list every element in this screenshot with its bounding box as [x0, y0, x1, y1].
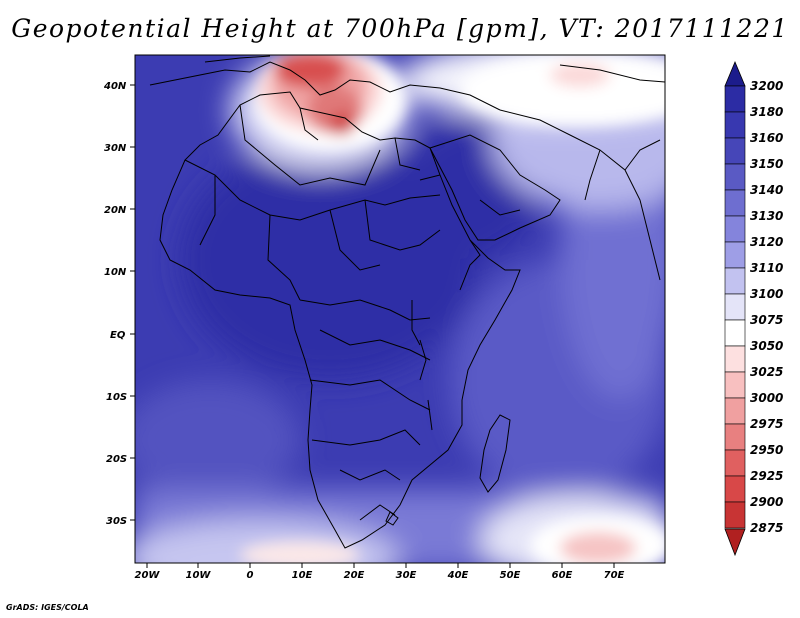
- lon-tick: 20E: [344, 563, 365, 581]
- lon-tick: 10W: [186, 563, 212, 581]
- colorbar-band: [724, 215, 746, 243]
- lon-label: 10W: [186, 570, 212, 581]
- colorbar-band: [724, 475, 746, 503]
- colorbar-level-label: 3160: [750, 131, 783, 145]
- lon-label: 20W: [135, 570, 161, 581]
- grads-credit: GrADS: IGES/COLA: [6, 603, 89, 612]
- colorbar-band: [724, 423, 746, 451]
- lat-label: 40N: [103, 81, 127, 92]
- lon-tick: 30E: [396, 563, 417, 581]
- colorbar-level-label: 3075: [750, 313, 783, 327]
- colorbar-level-label: 3050: [750, 339, 783, 353]
- lon-label: 70E: [604, 570, 625, 581]
- colorbar: 3200 3180 3160 3150 3140 3130 3120 3110 …: [724, 60, 783, 557]
- colorbar-band: [724, 345, 746, 373]
- lat-tick: 10S: [106, 392, 135, 403]
- lon-label: 40E: [447, 570, 469, 581]
- lat-label: 10N: [104, 267, 127, 278]
- lon-label: 50E: [500, 570, 521, 581]
- colorbar-level-label: 3025: [750, 365, 783, 379]
- coastlines: [149, 55, 665, 549]
- colorbar-band: [724, 137, 746, 165]
- colorbar-level-label: 3150: [750, 157, 783, 171]
- colorbar-band: [724, 501, 746, 529]
- colorbar-level-label: 3130: [750, 209, 783, 223]
- lon-tick: 70E: [604, 563, 625, 581]
- colorbar-level-label: 2975: [750, 417, 783, 431]
- map-frame: [134, 54, 666, 564]
- lon-tick: 60E: [552, 563, 573, 581]
- colorbar-level-label: 3180: [750, 105, 783, 119]
- longitude-axis: 20W 10W 0 10E 20E 30E 40E 50E 60E 70E: [135, 563, 625, 581]
- lon-label: 20E: [344, 570, 365, 581]
- colorbar-band: [724, 163, 746, 191]
- colorbar-level-label: 2950: [750, 443, 783, 457]
- colorbar-band: [724, 319, 746, 347]
- lon-tick: 40E: [447, 563, 469, 581]
- lon-label: 10E: [292, 570, 313, 581]
- colorbar-bottom-triangle: [724, 528, 746, 557]
- colorbar-band: [724, 189, 746, 217]
- lat-tick: 30S: [106, 516, 135, 527]
- lat-tick: 10N: [104, 267, 135, 278]
- lon-tick: 0: [247, 563, 254, 581]
- colorbar-band: [724, 85, 746, 113]
- lat-label: 20S: [106, 454, 127, 465]
- colorbar-band: [724, 111, 746, 139]
- colorbar-band: [724, 397, 746, 425]
- lat-label: 30S: [106, 516, 127, 527]
- colorbar-level-label: 2875: [750, 521, 783, 535]
- colorbar-level-label: 2900: [750, 495, 783, 509]
- lon-label: 0: [247, 570, 254, 581]
- colorbar-level-label: 3200: [750, 79, 783, 93]
- lat-tick: EQ: [110, 330, 135, 341]
- lat-label: 10S: [106, 392, 127, 403]
- height-field: [135, 55, 665, 563]
- chart-title: Geopotential Height at 700hPa [gpm], VT:…: [11, 14, 789, 43]
- latitude-axis: 40N 30N 20N 10N EQ 10S 20S 30S: [103, 81, 135, 527]
- colorbar-band: [724, 371, 746, 399]
- lat-label: 20N: [104, 205, 127, 216]
- colorbar-level-label: 2925: [750, 469, 783, 483]
- lat-tick: 20S: [106, 454, 135, 465]
- colorbar-band: [724, 293, 746, 321]
- colorbar-level-label: 3100: [750, 287, 783, 301]
- colorbar-band: [724, 241, 746, 269]
- colorbar-band: [724, 449, 746, 477]
- lon-label: 30E: [396, 570, 417, 581]
- lat-label: EQ: [110, 330, 126, 341]
- lon-tick: 20W: [135, 563, 161, 581]
- colorbar-level-label: 3000: [750, 391, 783, 405]
- lat-tick: 20N: [104, 205, 135, 216]
- lat-tick: 40N: [103, 81, 135, 92]
- colorbar-level-label: 3140: [750, 183, 783, 197]
- lat-tick: 30N: [104, 143, 135, 154]
- lat-label: 30N: [104, 143, 127, 154]
- colorbar-top-triangle: [724, 60, 746, 87]
- colorbar-band: [724, 267, 746, 295]
- colorbar-level-label: 3110: [750, 261, 783, 275]
- colorbar-level-label: 3120: [750, 235, 783, 249]
- lon-label: 60E: [552, 570, 573, 581]
- lon-tick: 10E: [292, 563, 313, 581]
- lon-tick: 50E: [500, 563, 521, 581]
